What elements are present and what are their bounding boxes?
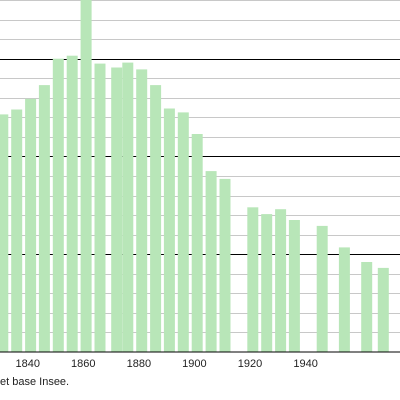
bar-1906: [205, 171, 217, 352]
bar-1921: [247, 207, 259, 352]
bar-1846: [38, 85, 50, 352]
bar-1896: [177, 112, 189, 353]
bar-1936: [288, 220, 300, 352]
bar-1841: [25, 98, 37, 352]
x-tick-label-1880: 1880: [127, 358, 151, 370]
bar-1911: [219, 178, 231, 352]
bar-1866: [94, 63, 106, 352]
bar-1962: [361, 262, 373, 352]
x-tick-labels: 1840 1860 1880 1900 1920 1940: [16, 358, 318, 370]
bar-1872: [111, 67, 123, 352]
bar-1876: [122, 62, 134, 352]
bar-1954: [338, 247, 350, 352]
bar-1891: [163, 108, 175, 352]
bar-1901: [191, 134, 203, 352]
bar-1926: [261, 214, 273, 352]
bar-1831: [0, 114, 9, 353]
x-tick-label-1860: 1860: [71, 358, 95, 370]
x-tick-label-1940: 1940: [293, 358, 317, 370]
x-tick-label-1920: 1920: [238, 358, 262, 370]
source-note: et base Insee.: [0, 376, 70, 388]
bar-1886: [150, 85, 162, 352]
x-tick-label-1840: 1840: [16, 358, 40, 370]
x-tick-label-1900: 1900: [182, 358, 206, 370]
bar-1856: [66, 55, 78, 352]
bar-1881: [136, 69, 148, 353]
bar-1968: [377, 267, 389, 352]
bar-1931: [275, 209, 287, 352]
bar-1946: [316, 225, 328, 352]
bar-1861: [80, 0, 92, 352]
bar-1851: [52, 58, 64, 352]
bar-1836: [11, 109, 23, 352]
bars: [0, 0, 389, 353]
gridlines: [0, 0, 400, 333]
